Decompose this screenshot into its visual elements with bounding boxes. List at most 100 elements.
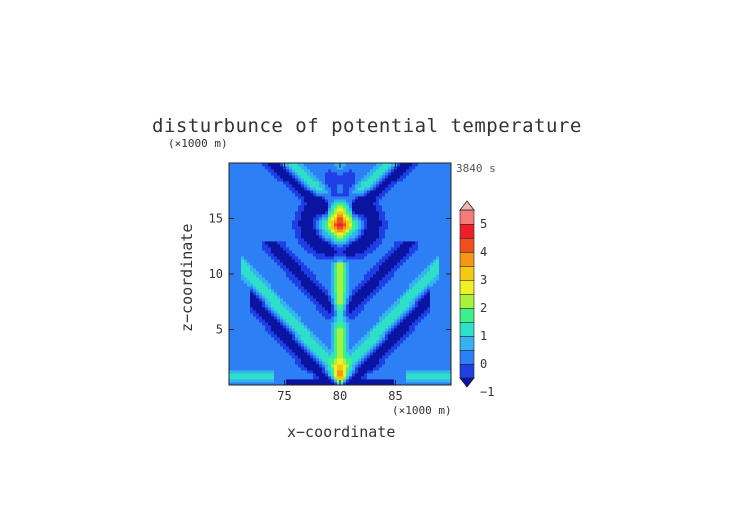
- heatmap-cell: [388, 190, 392, 194]
- heatmap-cell: [247, 223, 251, 227]
- heatmap-cell: [286, 184, 290, 188]
- heatmap-cell: [304, 280, 308, 284]
- heatmap-cell: [385, 262, 389, 266]
- heatmap-cell: [256, 199, 260, 203]
- heatmap-cell: [364, 343, 368, 347]
- heatmap-cell: [382, 376, 386, 380]
- heatmap-cell: [229, 313, 233, 317]
- heatmap-cell: [349, 253, 353, 257]
- heatmap-cell: [427, 319, 431, 323]
- heatmap-cell: [295, 184, 299, 188]
- heatmap-cell: [292, 367, 296, 371]
- heatmap-cell: [316, 364, 320, 368]
- heatmap-cell: [301, 166, 305, 170]
- heatmap-cell: [232, 298, 236, 302]
- heatmap-cell: [337, 229, 341, 233]
- heatmap-cell: [379, 304, 383, 308]
- heatmap-cell: [292, 214, 296, 218]
- heatmap-cell: [397, 211, 401, 215]
- heatmap-cell: [367, 349, 371, 353]
- heatmap-cell: [304, 361, 308, 365]
- heatmap-cell: [358, 208, 362, 212]
- heatmap-cell: [316, 340, 320, 344]
- heatmap-cell: [385, 271, 389, 275]
- heatmap-cell: [388, 292, 392, 296]
- heatmap-cell: [277, 376, 281, 380]
- heatmap-cell: [382, 244, 386, 248]
- heatmap-cell: [295, 346, 299, 350]
- heatmap-cell: [424, 229, 428, 233]
- heatmap-cell: [253, 163, 257, 167]
- heatmap-cell: [340, 187, 344, 191]
- heatmap-cell: [286, 295, 290, 299]
- heatmap-cell: [391, 220, 395, 224]
- heatmap-cell: [229, 274, 233, 278]
- heatmap-cell: [340, 274, 344, 278]
- heatmap-cell: [274, 352, 278, 356]
- heatmap-cell: [391, 316, 395, 320]
- heatmap-cell: [388, 253, 392, 257]
- heatmap-cell: [337, 337, 341, 341]
- heatmap-cell: [373, 355, 377, 359]
- heatmap-cell: [328, 307, 332, 311]
- heatmap-cell: [421, 358, 425, 362]
- heatmap-cell: [391, 169, 395, 173]
- heatmap-cell: [304, 250, 308, 254]
- heatmap-cell: [310, 355, 314, 359]
- heatmap-cell: [385, 379, 389, 383]
- heatmap-cell: [253, 205, 257, 209]
- heatmap-cell: [229, 346, 233, 350]
- heatmap-cell: [361, 181, 365, 185]
- heatmap-cell: [256, 235, 260, 239]
- heatmap-cell: [319, 292, 323, 296]
- heatmap-cell: [322, 376, 326, 380]
- heatmap-cell: [235, 355, 239, 359]
- heatmap-cell: [412, 271, 416, 275]
- heatmap-cell: [394, 274, 398, 278]
- heatmap-cell: [370, 166, 374, 170]
- heatmap-cell: [403, 289, 407, 293]
- heatmap-cell: [232, 289, 236, 293]
- heatmap-cell: [301, 253, 305, 257]
- heatmap-cell: [256, 283, 260, 287]
- heatmap-cell: [325, 205, 329, 209]
- heatmap-cell: [340, 226, 344, 230]
- heatmap-cell: [421, 370, 425, 374]
- heatmap-cell: [334, 313, 338, 317]
- heatmap-cell: [391, 256, 395, 260]
- heatmap-cell: [244, 280, 248, 284]
- heatmap-cell: [250, 310, 254, 314]
- heatmap-cell: [346, 289, 350, 293]
- heatmap-cell: [328, 169, 332, 173]
- heatmap-cell: [400, 238, 404, 242]
- heatmap-cell: [319, 271, 323, 275]
- heatmap-cell: [364, 382, 368, 386]
- heatmap-cell: [247, 361, 251, 365]
- heatmap-cell: [349, 238, 353, 242]
- heatmap-cell: [298, 229, 302, 233]
- heatmap-cell: [265, 361, 269, 365]
- heatmap-cell: [409, 247, 413, 251]
- heatmap-cell: [313, 349, 317, 353]
- heatmap-cell: [235, 292, 239, 296]
- heatmap-cell: [379, 283, 383, 287]
- heatmap-cell: [370, 175, 374, 179]
- heatmap-cell: [421, 223, 425, 227]
- heatmap-cell: [295, 382, 299, 386]
- heatmap-cell: [415, 262, 419, 266]
- heatmap-cell: [385, 319, 389, 323]
- heatmap-cell: [244, 367, 248, 371]
- heatmap-cell: [340, 289, 344, 293]
- heatmap-cell: [403, 190, 407, 194]
- heatmap-cell: [250, 274, 254, 278]
- heatmap-cell: [343, 310, 347, 314]
- heatmap-cell: [421, 199, 425, 203]
- heatmap-cell: [364, 256, 368, 260]
- heatmap-cell: [253, 268, 257, 272]
- heatmap-cell: [241, 163, 245, 167]
- heatmap-cell: [331, 241, 335, 245]
- heatmap-cell: [262, 280, 266, 284]
- heatmap-cell: [274, 211, 278, 215]
- heatmap-cell: [286, 346, 290, 350]
- heatmap-cell: [319, 256, 323, 260]
